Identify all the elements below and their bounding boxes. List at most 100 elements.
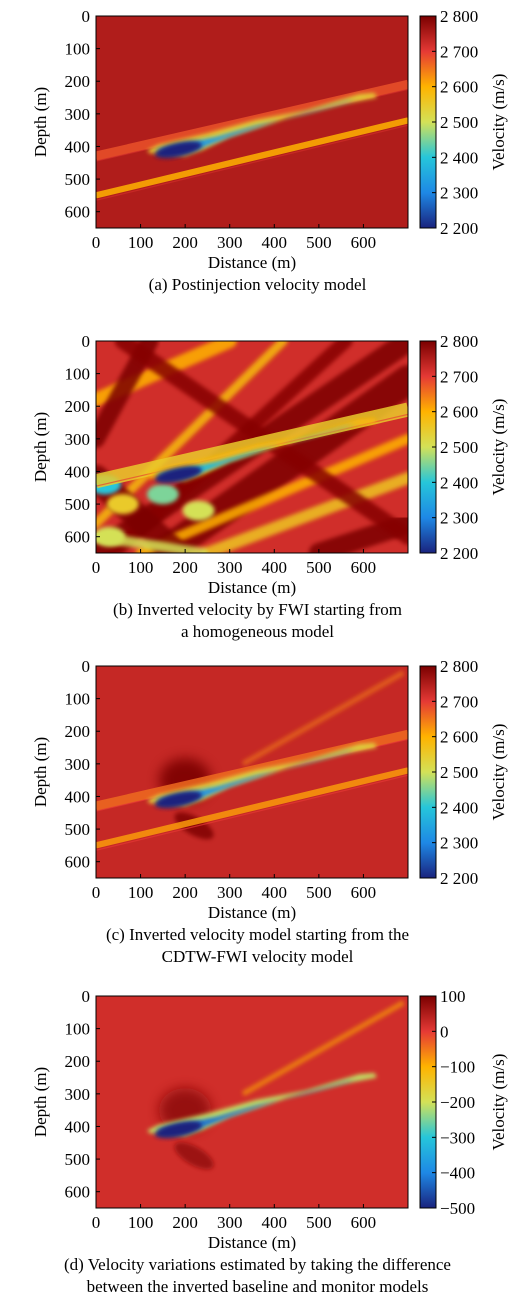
caption-line: a homogeneous model (181, 622, 334, 641)
x-tick-label: 100 (128, 883, 154, 902)
y-tick-label: 200 (65, 1052, 91, 1071)
y-tick-label: 100 (65, 365, 91, 384)
y-tick-label: 100 (65, 1020, 91, 1039)
y-tick-label: 200 (65, 72, 91, 91)
colorbar-tick-label: 2 400 (440, 798, 478, 817)
heatmap-image (96, 16, 408, 228)
plume-core (154, 1121, 202, 1139)
colorbar-tick-label: 2 700 (440, 367, 478, 386)
x-tick-label: 100 (128, 558, 154, 577)
heatmap-image (96, 666, 408, 878)
y-tick-label: 400 (65, 787, 91, 806)
plume-core (154, 791, 202, 809)
colorbar-tick-label: 2 800 (440, 657, 478, 676)
x-tick-label: 100 (128, 233, 154, 252)
y-tick-label: 300 (65, 105, 91, 124)
y-tick-label: 500 (65, 170, 91, 189)
colorbar-tick-label: −400 (440, 1164, 475, 1183)
panel-caption: (b) Inverted velocity by FWI starting fr… (0, 599, 515, 643)
y-tick-label: 400 (65, 462, 91, 481)
inversion-artifact (96, 526, 126, 547)
caption-line: (b) Inverted velocity by FWI starting fr… (113, 600, 402, 619)
colorbar-label: Velocity (m/s) (489, 74, 508, 171)
y-tick-label: 300 (65, 1085, 91, 1104)
y-tick-label: 400 (65, 1117, 91, 1136)
x-tick-label: 300 (217, 558, 243, 577)
plume-core (156, 747, 368, 803)
x-tick-label: 500 (306, 233, 332, 252)
y-tick-label: 0 (82, 7, 91, 26)
y-tick-label: 0 (82, 987, 91, 1006)
x-tick-label: 600 (351, 1213, 377, 1232)
y-tick-label: 600 (65, 203, 91, 222)
y-axis-label: Depth (m) (31, 412, 50, 482)
colorbar-tick-label: 2 600 (440, 78, 478, 97)
y-tick-label: 200 (65, 722, 91, 741)
y-tick-label: 600 (65, 1183, 91, 1202)
x-tick-label: 0 (92, 558, 101, 577)
colorbar-label: Velocity (m/s) (489, 1054, 508, 1151)
y-tick-label: 300 (65, 430, 91, 449)
colorbar-tick-label: 2 500 (440, 113, 478, 132)
caption-line: CDTW-FWI velocity model (161, 947, 354, 966)
x-tick-label: 400 (262, 558, 288, 577)
panel-c: 0 100 200 300 400 500 600 0 100 200 300 400 500 600 Di… (0, 650, 515, 978)
caption-line: (c) Inverted velocity model starting fro… (105, 925, 410, 944)
inversion-artifact (106, 494, 139, 515)
x-tick-label: 0 (92, 233, 101, 252)
y-axis-label: Depth (m) (31, 1067, 50, 1137)
heatmap-chart: 0 100 200 300 400 500 6000100200300400500600Di… (31, 987, 508, 1252)
x-tick-label: 200 (172, 558, 198, 577)
panel-a: 0 100 200 300 400 500 600 0 100 200 300 400 500 600 Di… (0, 0, 515, 328)
colorbar-tick-label: −100 (440, 1058, 475, 1077)
colorbar-tick-label: 2 500 (440, 763, 478, 782)
y-tick-label: 300 (65, 755, 91, 774)
colorbar-tick-label: 2 600 (440, 403, 478, 422)
colorbar-tick-label: 2 300 (440, 509, 478, 528)
shadow-zone (174, 812, 214, 840)
inversion-artifact (241, 1000, 405, 1097)
x-tick-label: 400 (262, 883, 288, 902)
plume-core (156, 97, 368, 153)
y-tick-label: 500 (65, 1150, 91, 1169)
x-tick-label: 600 (351, 883, 377, 902)
x-tick-label: 100 (128, 1213, 154, 1232)
colorbar-label: Velocity (m/s) (489, 724, 508, 821)
dipping-layer (96, 767, 408, 849)
x-tick-label: 200 (172, 883, 198, 902)
colorbar-tick-label: 2 700 (440, 42, 478, 61)
plume-core (154, 141, 202, 159)
x-tick-label: 300 (217, 883, 243, 902)
y-tick-label: 0 (82, 657, 91, 676)
y-tick-label: 100 (65, 690, 91, 709)
colorbar-tick-label: 2 200 (440, 869, 478, 888)
dipping-layer (96, 774, 408, 851)
heatmap-image (96, 341, 408, 553)
inversion-artifact (201, 471, 408, 553)
y-tick-label: 500 (65, 820, 91, 839)
x-tick-label: 500 (306, 883, 332, 902)
x-tick-label: 400 (262, 1213, 288, 1232)
x-tick-label: 400 (262, 233, 288, 252)
y-tick-label: 600 (65, 528, 91, 547)
panel-caption: (a) Postinjection velocity model (0, 274, 515, 296)
x-tick-label: 600 (351, 233, 377, 252)
caption-line: (a) Postinjection velocity model (148, 275, 367, 294)
shadow-zone (174, 1142, 214, 1170)
colorbar-tick-label: −300 (440, 1128, 475, 1147)
colorbar-tick-label: 2 400 (440, 473, 478, 492)
plume-core (156, 422, 368, 478)
y-tick-label: 600 (65, 853, 91, 872)
colorbar-tick-label: 2 300 (440, 184, 478, 203)
panel-caption: (c) Inverted velocity model starting fro… (0, 924, 515, 968)
colorbar-tick-label: 2 700 (440, 692, 478, 711)
y-tick-label: 100 (65, 40, 91, 59)
x-tick-label: 200 (172, 233, 198, 252)
x-axis-label: Distance (m) (208, 253, 296, 272)
x-tick-label: 500 (306, 1213, 332, 1232)
caption-line: between the inverted baseline and monito… (86, 1277, 429, 1296)
x-tick-label: 0 (92, 1213, 101, 1232)
heatmap-image (96, 996, 408, 1208)
colorbar-tick-label: 2 800 (440, 332, 478, 351)
plot-frame (95, 340, 409, 554)
